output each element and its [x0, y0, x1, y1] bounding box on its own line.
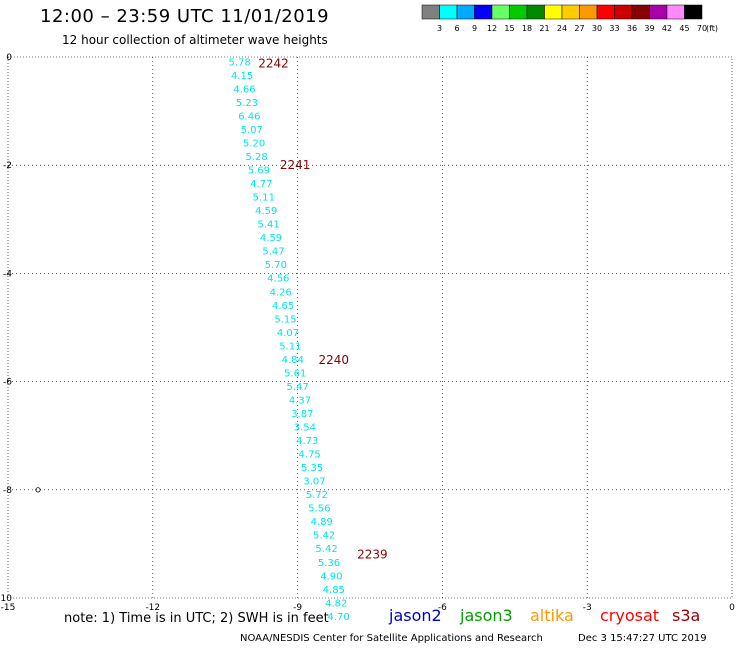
colorbar-label: 9	[472, 24, 477, 33]
wave-height-label: 3.54	[294, 423, 316, 434]
plot-area: -15 -12 -9 -6 -3 0 0 -2 -4 -6 -8 -10 5.78 4.15 4.66 5.2…	[0, 53, 735, 620]
wave-height-label: 4.26	[270, 287, 292, 298]
colorbar-label: 33	[609, 24, 619, 33]
pass-label: 2240	[319, 353, 350, 367]
x-tick-label: -6	[438, 603, 447, 613]
wave-height-label: 4.66	[233, 84, 255, 95]
y-tick-label: -10	[0, 594, 12, 604]
wave-height-label: 4.56	[267, 274, 289, 285]
y-tick-label: -2	[3, 161, 12, 171]
legend-cryosat: cryosat	[600, 606, 660, 625]
wave-height-label: 4.73	[296, 436, 318, 447]
plot-frame	[7, 56, 733, 599]
wave-height-label: 4.59	[260, 233, 282, 244]
wave-height-label: 5.41	[258, 220, 280, 231]
y-tick-label: -6	[3, 378, 12, 388]
wave-height-label: 4.90	[320, 571, 342, 582]
wave-height-label: 5.35	[301, 463, 323, 474]
wave-height-label: 5.11	[279, 341, 301, 352]
colorbar-label: 39	[644, 24, 654, 33]
wave-height-label: 5.61	[284, 368, 306, 379]
wave-height-label: 4.59	[255, 206, 277, 217]
credit-text: NOAA/NESDIS Center for Satellite Applica…	[240, 633, 543, 644]
legend-s3a: s3a	[672, 606, 701, 625]
chart-title: 12:00 – 23:59 UTC 11/01/2019	[40, 6, 330, 27]
wave-height-label: 4.89	[311, 517, 333, 528]
colorbar-label: 18	[522, 24, 532, 33]
x-tick-label: -15	[1, 603, 16, 613]
colorbar-label: 24	[557, 24, 567, 33]
pass-label: 2239	[357, 548, 388, 562]
wave-height-label: 4.70	[327, 612, 349, 620]
wave-height-label: 5.28	[245, 152, 267, 163]
wave-height-label: 5.78	[229, 57, 251, 68]
chart-subtitle: 12 hour collection of altimeter wave hei…	[62, 33, 328, 47]
wave-height-label: 3.87	[291, 409, 313, 420]
x-tick-label: -9	[293, 603, 302, 613]
colorbar-label: 12	[487, 24, 497, 33]
y-tick-label: -8	[3, 486, 12, 496]
wave-height-label: 5.07	[241, 125, 263, 136]
wave-height-label: 5.15	[274, 314, 296, 325]
wave-height-label: 4.84	[282, 355, 304, 366]
colorbar-unit: (ft)	[706, 24, 718, 33]
wave-height-label: 5.69	[248, 166, 270, 177]
wave-height-label: 4.15	[231, 71, 253, 82]
colorbar-label: 42	[662, 24, 672, 33]
wave-height-label: 5.36	[318, 558, 340, 569]
wave-height-label: 5.42	[313, 531, 335, 542]
wave-height-label: 4.37	[289, 395, 311, 406]
wave-height-label: 5.56	[308, 504, 330, 515]
marker-point	[35, 487, 41, 493]
legend-altika: altika	[530, 606, 574, 625]
legend-jason2: jason2	[389, 606, 442, 625]
y-tick-label: 0	[6, 53, 12, 63]
colorbar: 3 6 9 12 15 18 21 24 27 30 33 36 39 42 45 70(ft)	[421, 4, 718, 33]
colorbar-label: 36	[627, 24, 637, 33]
wave-height-label: 4.77	[250, 179, 272, 190]
wave-height-label: 5.70	[265, 260, 287, 271]
legend-jason3: jason3	[460, 606, 513, 625]
colorbar-label: 6	[454, 24, 459, 33]
colorbar-label: 30	[592, 24, 602, 33]
wave-height-label: 3.07	[303, 477, 325, 488]
wave-height-label: 5.20	[243, 138, 265, 149]
wave-height-label: 4.65	[272, 301, 294, 312]
x-tick-label: -3	[583, 603, 592, 613]
colorbar-label: 45	[679, 24, 689, 33]
wave-height-label: 5.11	[253, 193, 275, 204]
wave-height-label: 4.07	[277, 328, 299, 339]
wave-height-label: 6.46	[238, 111, 260, 122]
colorbar-label: 27	[574, 24, 584, 33]
colorbar-swatch	[684, 4, 703, 20]
note-text: note: 1) Time is in UTC; 2) SWH is in fe…	[64, 611, 329, 626]
wave-height-label: 4.75	[299, 450, 321, 461]
wave-height-label: 5.47	[286, 382, 308, 393]
y-tick-label: -4	[3, 269, 12, 279]
wave-height-label: 5.42	[315, 544, 337, 555]
pass-label: 2241	[280, 158, 311, 172]
wave-height-label: 4.82	[325, 598, 347, 609]
colorbar-label: 21	[539, 24, 549, 33]
x-tick-label: -12	[145, 603, 160, 613]
colorbar-label: 15	[504, 24, 514, 33]
wave-height-label: 5.23	[236, 98, 258, 109]
colorbar-label: 70	[697, 24, 707, 33]
pass-label: 2242	[258, 56, 289, 70]
credit-date: Dec 3 15:47:27 UTC 2019	[578, 633, 707, 644]
x-tick-label: 0	[729, 603, 735, 613]
colorbar-label: 3	[437, 24, 442, 33]
wave-height-label: 5.72	[306, 490, 328, 501]
wave-height-label: 4.85	[323, 585, 345, 596]
wave-height-label: 5.47	[262, 247, 284, 258]
